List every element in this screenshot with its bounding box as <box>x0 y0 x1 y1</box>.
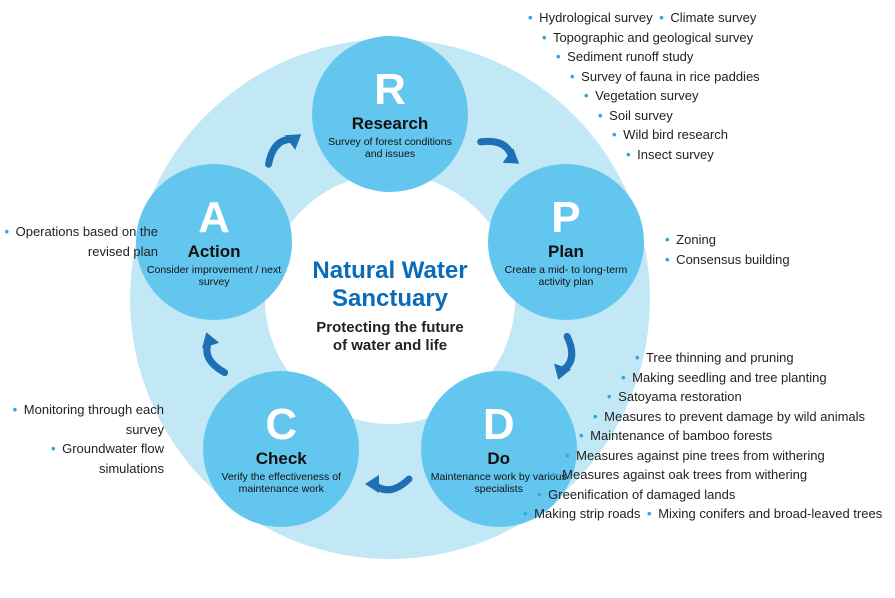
bullet-icon: • <box>665 252 670 267</box>
list-item: • Making strip roads • Mixing conifers a… <box>520 504 880 524</box>
node-letter: R <box>374 68 406 112</box>
bullet-icon: • <box>570 69 575 84</box>
node-title: Plan <box>548 242 584 262</box>
center-title: Natural WaterSanctuary <box>280 257 500 312</box>
bullet-icon: • <box>621 370 626 385</box>
bullet-icon: • <box>635 350 640 365</box>
list-item: • Measures against pine trees from withe… <box>562 446 895 466</box>
bullet-icon: • <box>579 428 584 443</box>
bullet-icon: • <box>13 402 18 417</box>
node-c: CCheckVerify the effectiveness of mainte… <box>203 371 359 527</box>
list-item: • Operations based on the revised plan <box>0 222 158 261</box>
node-desc: Create a mid- to long-term activity plan <box>496 264 636 288</box>
bullet-icon: • <box>598 108 603 123</box>
list-item: • Sediment runoff study <box>525 47 760 67</box>
node-desc: Consider improvement / next survey <box>144 264 284 288</box>
list-item: • Insect survey <box>525 145 760 165</box>
bullet-icon: • <box>565 448 570 463</box>
list-item: • Satoyama restoration <box>604 387 895 407</box>
list-item: • Survey of fauna in rice paddies <box>525 67 760 87</box>
node-letter: D <box>483 403 515 447</box>
node-letter: C <box>265 403 297 447</box>
bullet-icon: • <box>537 487 542 502</box>
node-title: Research <box>352 114 429 134</box>
bullet-icon: • <box>528 10 533 25</box>
bullet-icon: • <box>51 441 56 456</box>
node-letter: P <box>551 196 580 240</box>
list-item: • Consensus building <box>662 250 790 270</box>
bullet-icon: • <box>523 506 528 521</box>
bullet-icon: • <box>665 232 670 247</box>
bullet-icon: • <box>593 409 598 424</box>
node-p: PPlanCreate a mid- to long-term activity… <box>488 164 644 320</box>
list-item: • Greenification of damaged lands <box>534 485 894 505</box>
center-subtitle: Protecting the futureof water and life <box>290 319 490 355</box>
bullet-icon: • <box>659 10 664 25</box>
bullet-list-r: • Hydrological survey • Climate survey• … <box>525 8 760 164</box>
bullet-icon: • <box>647 506 652 521</box>
list-item: • Groundwater flow simulations <box>0 439 164 478</box>
node-title: Do <box>487 449 510 469</box>
node-a: AActionConsider improvement / next surve… <box>136 164 292 320</box>
bullet-list-d: • Tree thinning and pruning• Making seed… <box>632 348 895 524</box>
list-item: • Making seedling and tree planting <box>618 368 895 388</box>
bullet-list-a: • Operations based on the revised plan <box>0 222 158 261</box>
list-item: • Measures against oak trees from wither… <box>548 465 895 485</box>
bullet-icon: • <box>612 127 617 142</box>
list-item: • Topographic and geological survey <box>525 28 760 48</box>
node-desc: Verify the effectiveness of maintenance … <box>211 471 351 495</box>
bullet-icon: • <box>556 49 561 64</box>
bullet-icon: • <box>626 147 631 162</box>
bullet-icon: • <box>4 224 9 239</box>
bullet-icon: • <box>607 389 612 404</box>
node-title: Check <box>256 449 307 469</box>
bullet-list-c: • Monitoring through each survey• Ground… <box>0 400 164 478</box>
list-item: • Maintenance of bamboo forests <box>576 426 895 446</box>
list-item: • Hydrological survey • Climate survey <box>525 8 760 28</box>
list-item: • Measures to prevent damage by wild ani… <box>590 407 895 427</box>
node-r: RResearchSurvey of forest conditions and… <box>312 36 468 192</box>
node-desc: Survey of forest conditions and issues <box>320 136 460 160</box>
list-item: • Tree thinning and pruning <box>632 348 895 368</box>
node-title: Action <box>188 242 241 262</box>
list-item: • Soil survey <box>525 106 760 126</box>
list-item: • Vegetation survey <box>525 86 760 106</box>
list-item: • Wild bird research <box>525 125 760 145</box>
bullet-list-p: • Zoning• Consensus building <box>662 230 790 269</box>
bullet-icon: • <box>542 30 547 45</box>
list-item: • Zoning <box>662 230 790 250</box>
list-item: • Monitoring through each survey <box>0 400 164 439</box>
bullet-icon: • <box>584 88 589 103</box>
diagram-stage: Natural WaterSanctuary Protecting the fu… <box>0 0 895 598</box>
node-letter: A <box>198 196 230 240</box>
bullet-icon: • <box>551 467 556 482</box>
